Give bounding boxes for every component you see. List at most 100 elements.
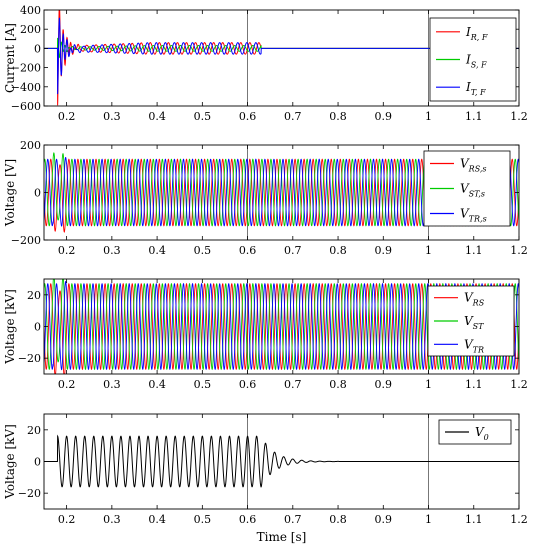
legend-sub: TR: [473, 345, 484, 354]
x-tick-label: 0.3: [103, 244, 121, 257]
y-tick-label: −600: [11, 100, 41, 113]
x-tick-label: 1.1: [465, 378, 483, 391]
y-tick-label: −20: [18, 352, 41, 365]
legend-label: IT, F: [465, 80, 486, 97]
x-tick-label: 0.6: [239, 110, 257, 123]
x-tick-label: 1: [425, 110, 432, 123]
x-tick-label: 0.9: [375, 378, 393, 391]
y-tick-label: 0: [34, 321, 41, 334]
y-tick-label: 200: [20, 23, 41, 36]
x-tick-label: 1.1: [465, 110, 483, 123]
legend-label: VRS,s: [460, 157, 487, 174]
legend-sub: R, F: [470, 33, 488, 42]
x-tick-label: 1.2: [510, 244, 528, 257]
legend-main: V: [460, 207, 470, 221]
x-axis-label: Time [s]: [257, 530, 307, 544]
x-tick-label: 0.5: [194, 378, 212, 391]
legend-label: VTR: [464, 337, 484, 354]
legend-sub: RS: [472, 299, 485, 308]
legend-main: V: [460, 182, 470, 196]
y-tick-label: 400: [20, 4, 41, 17]
y-tick-label: 0: [34, 42, 41, 55]
x-tick-label: 0.7: [284, 110, 302, 123]
x-tick-label: 0.5: [194, 513, 212, 526]
x-tick-label: 0.6: [239, 513, 257, 526]
x-tick-label: 1: [425, 378, 432, 391]
x-tick-label: 0.7: [284, 378, 302, 391]
x-tick-label: 0.6: [239, 378, 257, 391]
legend-sub: ST: [473, 322, 484, 331]
x-tick-label: 0.4: [148, 110, 166, 123]
legend-label: VTR,s: [460, 207, 487, 224]
legend-label: VST,s: [460, 182, 485, 199]
x-tick-label: 0.5: [194, 244, 212, 257]
legend-sub: RS,s: [468, 165, 487, 174]
legend-sub: S, F: [471, 61, 487, 70]
y-tick-label: −200: [11, 234, 41, 247]
x-tick-label: 0.8: [329, 378, 347, 391]
x-tick-label: 0.4: [148, 244, 166, 257]
legend-main: V: [460, 157, 470, 171]
x-tick-label: 0.9: [375, 244, 393, 257]
x-tick-label: 1.1: [465, 513, 483, 526]
legend-label: V0: [475, 425, 489, 442]
x-tick-label: 1.2: [510, 378, 528, 391]
x-tick-label: 0.6: [239, 244, 257, 257]
y-axis-label: Voltage [kV]: [3, 424, 17, 500]
legend-sub: 0: [484, 433, 489, 442]
y-axis-label: Voltage [V]: [3, 159, 17, 227]
plot-frame: [43, 9, 520, 107]
x-tick-label: 0.7: [284, 513, 302, 526]
x-tick-label: 1.2: [510, 513, 528, 526]
x-tick-label: 0.2: [58, 378, 76, 391]
legend-label: VRS: [464, 291, 485, 308]
y-tick-label: 20: [27, 424, 41, 437]
x-tick-label: 0.2: [58, 513, 76, 526]
legend-label: VST: [464, 314, 484, 331]
legend-main: I: [465, 80, 471, 94]
x-tick-label: 0.8: [329, 244, 347, 257]
y-axis-label: Current [A]: [3, 23, 17, 93]
y-axis-label: Voltage [kV]: [3, 289, 17, 365]
series-line: [44, 282, 519, 374]
series-line: [44, 434, 519, 488]
x-tick-label: 0.7: [284, 244, 302, 257]
legend-sub: TR,s: [469, 215, 487, 224]
x-tick-label: 0.9: [375, 110, 393, 123]
subplot-4: 20 0 −20 0.2 0.3 0.4 0.5 0.6 0.7 0.8 0.9 1 1.1 1.2 Vol…: [3, 413, 528, 544]
y-tick-label: 0: [34, 456, 41, 469]
y-tick-label: 0: [34, 187, 41, 200]
legend-main: V: [464, 337, 474, 351]
x-tick-label: 0.4: [148, 513, 166, 526]
y-tick-label: 20: [27, 289, 41, 302]
legend-sub: T, F: [471, 88, 486, 97]
x-tick-label: 0.2: [58, 110, 76, 123]
legend-label: IS, F: [465, 53, 487, 70]
subplot-2: 200 0 −200 0.2 0.3 0.4 0.5 0.6 0.7 0.8 0.9 1 1.1 1.2 V…: [3, 139, 528, 257]
legend-sub: ST,s: [469, 190, 485, 199]
x-tick-label: 1.2: [510, 110, 528, 123]
x-tick-label: 1: [425, 244, 432, 257]
y-tick-label: −20: [18, 487, 41, 500]
series-group: [44, 414, 519, 509]
x-tick-label: 0.5: [194, 110, 212, 123]
x-tick-label: 1.1: [465, 244, 483, 257]
y-tick-label: −400: [11, 81, 41, 94]
subplot-3: 20 0 −20 0.2 0.3 0.4 0.5 0.6 0.7 0.8 0.9 1 1.1 1.2 Vol…: [3, 278, 528, 391]
legend-main: V: [464, 314, 474, 328]
x-tick-label: 0.3: [103, 513, 121, 526]
x-tick-label: 0.3: [103, 378, 121, 391]
x-tick-label: 1: [425, 513, 432, 526]
x-tick-label: 0.8: [329, 110, 347, 123]
x-tick-label: 0.4: [148, 378, 166, 391]
subplot-1: 400 200 0 −200 −400 −600 0.2 0.3 0.4 0.5 0.6 0.7 0.8…: [3, 4, 528, 123]
legend-label: IR, F: [465, 25, 488, 42]
legend-main: I: [465, 53, 471, 67]
legend-main: V: [464, 291, 474, 305]
legend-main: I: [465, 25, 471, 39]
x-tick-label: 0.2: [58, 244, 76, 257]
y-tick-label: −200: [11, 62, 41, 75]
x-tick-label: 0.9: [375, 513, 393, 526]
x-tick-label: 0.3: [103, 110, 121, 123]
